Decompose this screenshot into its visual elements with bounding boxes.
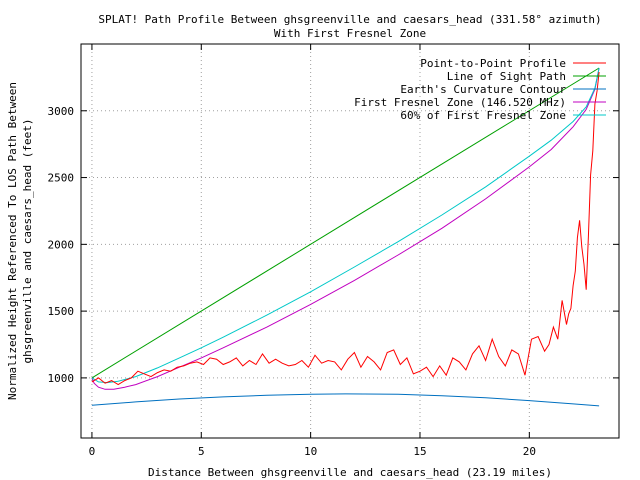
series-60-of-first-fresnel-zone xyxy=(91,67,600,384)
x-tick-label: 20 xyxy=(523,445,536,458)
y-tick-label: 2500 xyxy=(48,172,75,185)
y-axis-label-line1: Normalized Height Referenced To LOS Path… xyxy=(6,82,19,400)
series-line-of-sight-path xyxy=(91,67,600,379)
x-tick-label: 10 xyxy=(304,445,317,458)
series-earth-s-curvature-contour xyxy=(91,393,600,407)
grid xyxy=(81,44,619,438)
legend-label-point-to-point-profile: Point-to-Point Profile xyxy=(420,57,566,70)
y-tick-label: 1000 xyxy=(48,372,75,385)
x-tick-label: 15 xyxy=(413,445,426,458)
plot-frame xyxy=(80,43,620,439)
series-first-fresnel-zone-146-520-mhz xyxy=(91,67,600,390)
legend-label-line-of-sight-path: Line of Sight Path xyxy=(447,70,566,83)
y-axis-label-line2: ghsgreenville and caesars_head (feet) xyxy=(21,118,34,363)
y-tick-label: 2000 xyxy=(48,238,75,251)
chart-subtitle: With First Fresnel Zone xyxy=(274,27,426,40)
x-axis-label: Distance Between ghsgreenville and caesa… xyxy=(148,466,552,479)
tick-labels: 0 5 10 15 20 1000 1500 2000 2500 3000 xyxy=(48,105,536,458)
series-lines xyxy=(91,67,600,407)
chart-title: SPLAT! Path Profile Between ghsgreenvill… xyxy=(98,13,601,26)
y-tick-label: 1500 xyxy=(48,305,75,318)
x-tick-label: 0 xyxy=(89,445,96,458)
axis-ticks xyxy=(81,44,619,438)
legend-label-60-of-first-fresnel-zone: 60% of First Fresnel Zone xyxy=(400,109,566,122)
legend-label-first-fresnel-zone-146-520-mhz: First Fresnel Zone (146.520 MHz) xyxy=(354,96,566,109)
x-tick-label: 5 xyxy=(198,445,205,458)
series-point-to-point-profile xyxy=(91,71,600,386)
legend-label-earth-s-curvature-contour: Earth's Curvature Contour xyxy=(400,83,566,96)
y-tick-label: 3000 xyxy=(48,105,75,118)
